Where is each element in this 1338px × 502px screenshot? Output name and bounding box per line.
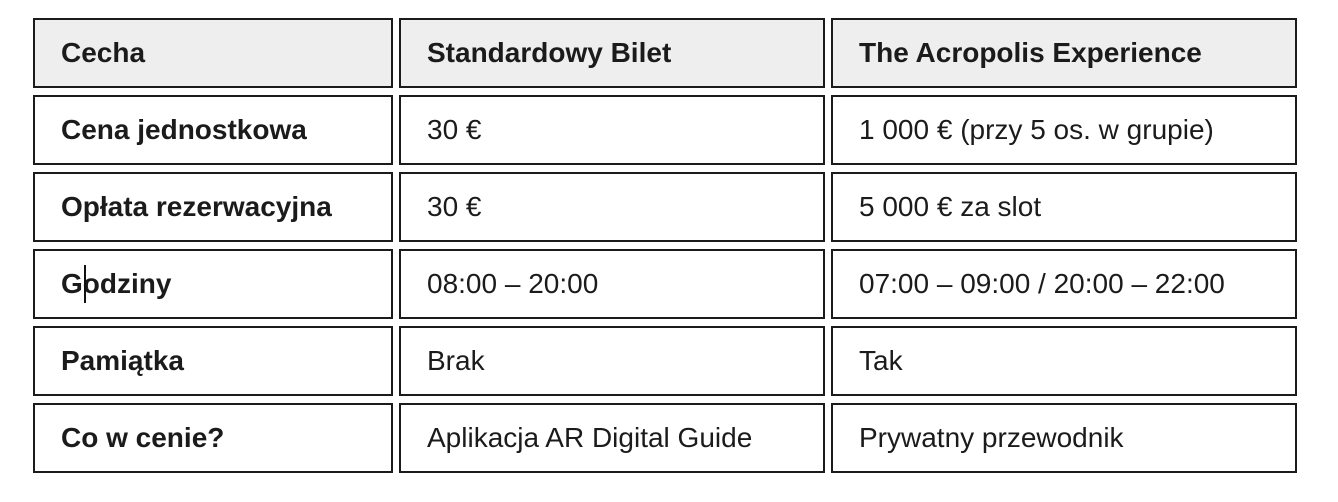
cell-text: 5 000 € za slot [859, 191, 1042, 222]
header-label: Cecha [61, 37, 146, 68]
cell-text: Opłata rezerwacyjna [61, 191, 332, 222]
cell-text: 07:00 – 09:00 / 20:00 – 22:00 [859, 268, 1225, 299]
cell-text: Cena jednostkowa [61, 114, 307, 145]
table-cell-standard[interactable]: Aplikacja AR Digital Guide [399, 403, 825, 473]
cell-text: 08:00 – 20:00 [427, 268, 599, 299]
cell-text: 30 € [427, 191, 482, 222]
header-cell-acropolis-experience[interactable]: The Acropolis Experience [831, 18, 1297, 88]
table-cell-feature[interactable]: Opłata rezerwacyjna [33, 172, 393, 242]
cell-text: 30 € [427, 114, 482, 145]
table-cell-acropolis[interactable]: 5 000 € za slot [831, 172, 1297, 242]
cell-text: Tak [859, 345, 903, 376]
cell-text: Brak [427, 345, 485, 376]
cell-text: Aplikacja AR Digital Guide [427, 422, 753, 453]
table-cell-feature[interactable]: Godziny [33, 249, 393, 319]
header-label: Standardowy Bilet [427, 37, 672, 68]
table-cell-feature[interactable]: Co w cenie? [33, 403, 393, 473]
header-cell-feature[interactable]: Cecha [33, 18, 393, 88]
table-cell-feature[interactable]: Cena jednostkowa [33, 95, 393, 165]
table-cell-standard[interactable]: Brak [399, 326, 825, 396]
header-cell-standard-ticket[interactable]: Standardowy Bilet [399, 18, 825, 88]
table-cell-acropolis[interactable]: Prywatny przewodnik [831, 403, 1297, 473]
header-label: The Acropolis Experience [859, 37, 1202, 68]
cell-text: Pamiątka [61, 345, 184, 376]
table-cell-acropolis[interactable]: 1 000 € (przy 5 os. w grupie) [831, 95, 1297, 165]
table-cell-standard[interactable]: 30 € [399, 95, 825, 165]
cell-text: Co w cenie? [61, 422, 225, 453]
cell-text: 1 000 € (przy 5 os. w grupie) [859, 114, 1214, 145]
table-cell-standard[interactable]: 08:00 – 20:00 [399, 249, 825, 319]
cell-text: Prywatny przewodnik [859, 422, 1124, 453]
table-cell-feature[interactable]: Pamiątka [33, 326, 393, 396]
text-caret [84, 265, 86, 303]
table-cell-standard[interactable]: 30 € [399, 172, 825, 242]
comparison-table: Cecha Standardowy Bilet The Acropolis Ex… [33, 18, 1297, 473]
table-cell-acropolis[interactable]: Tak [831, 326, 1297, 396]
cell-text: Godziny [61, 268, 172, 299]
table-cell-acropolis[interactable]: 07:00 – 09:00 / 20:00 – 22:00 [831, 249, 1297, 319]
